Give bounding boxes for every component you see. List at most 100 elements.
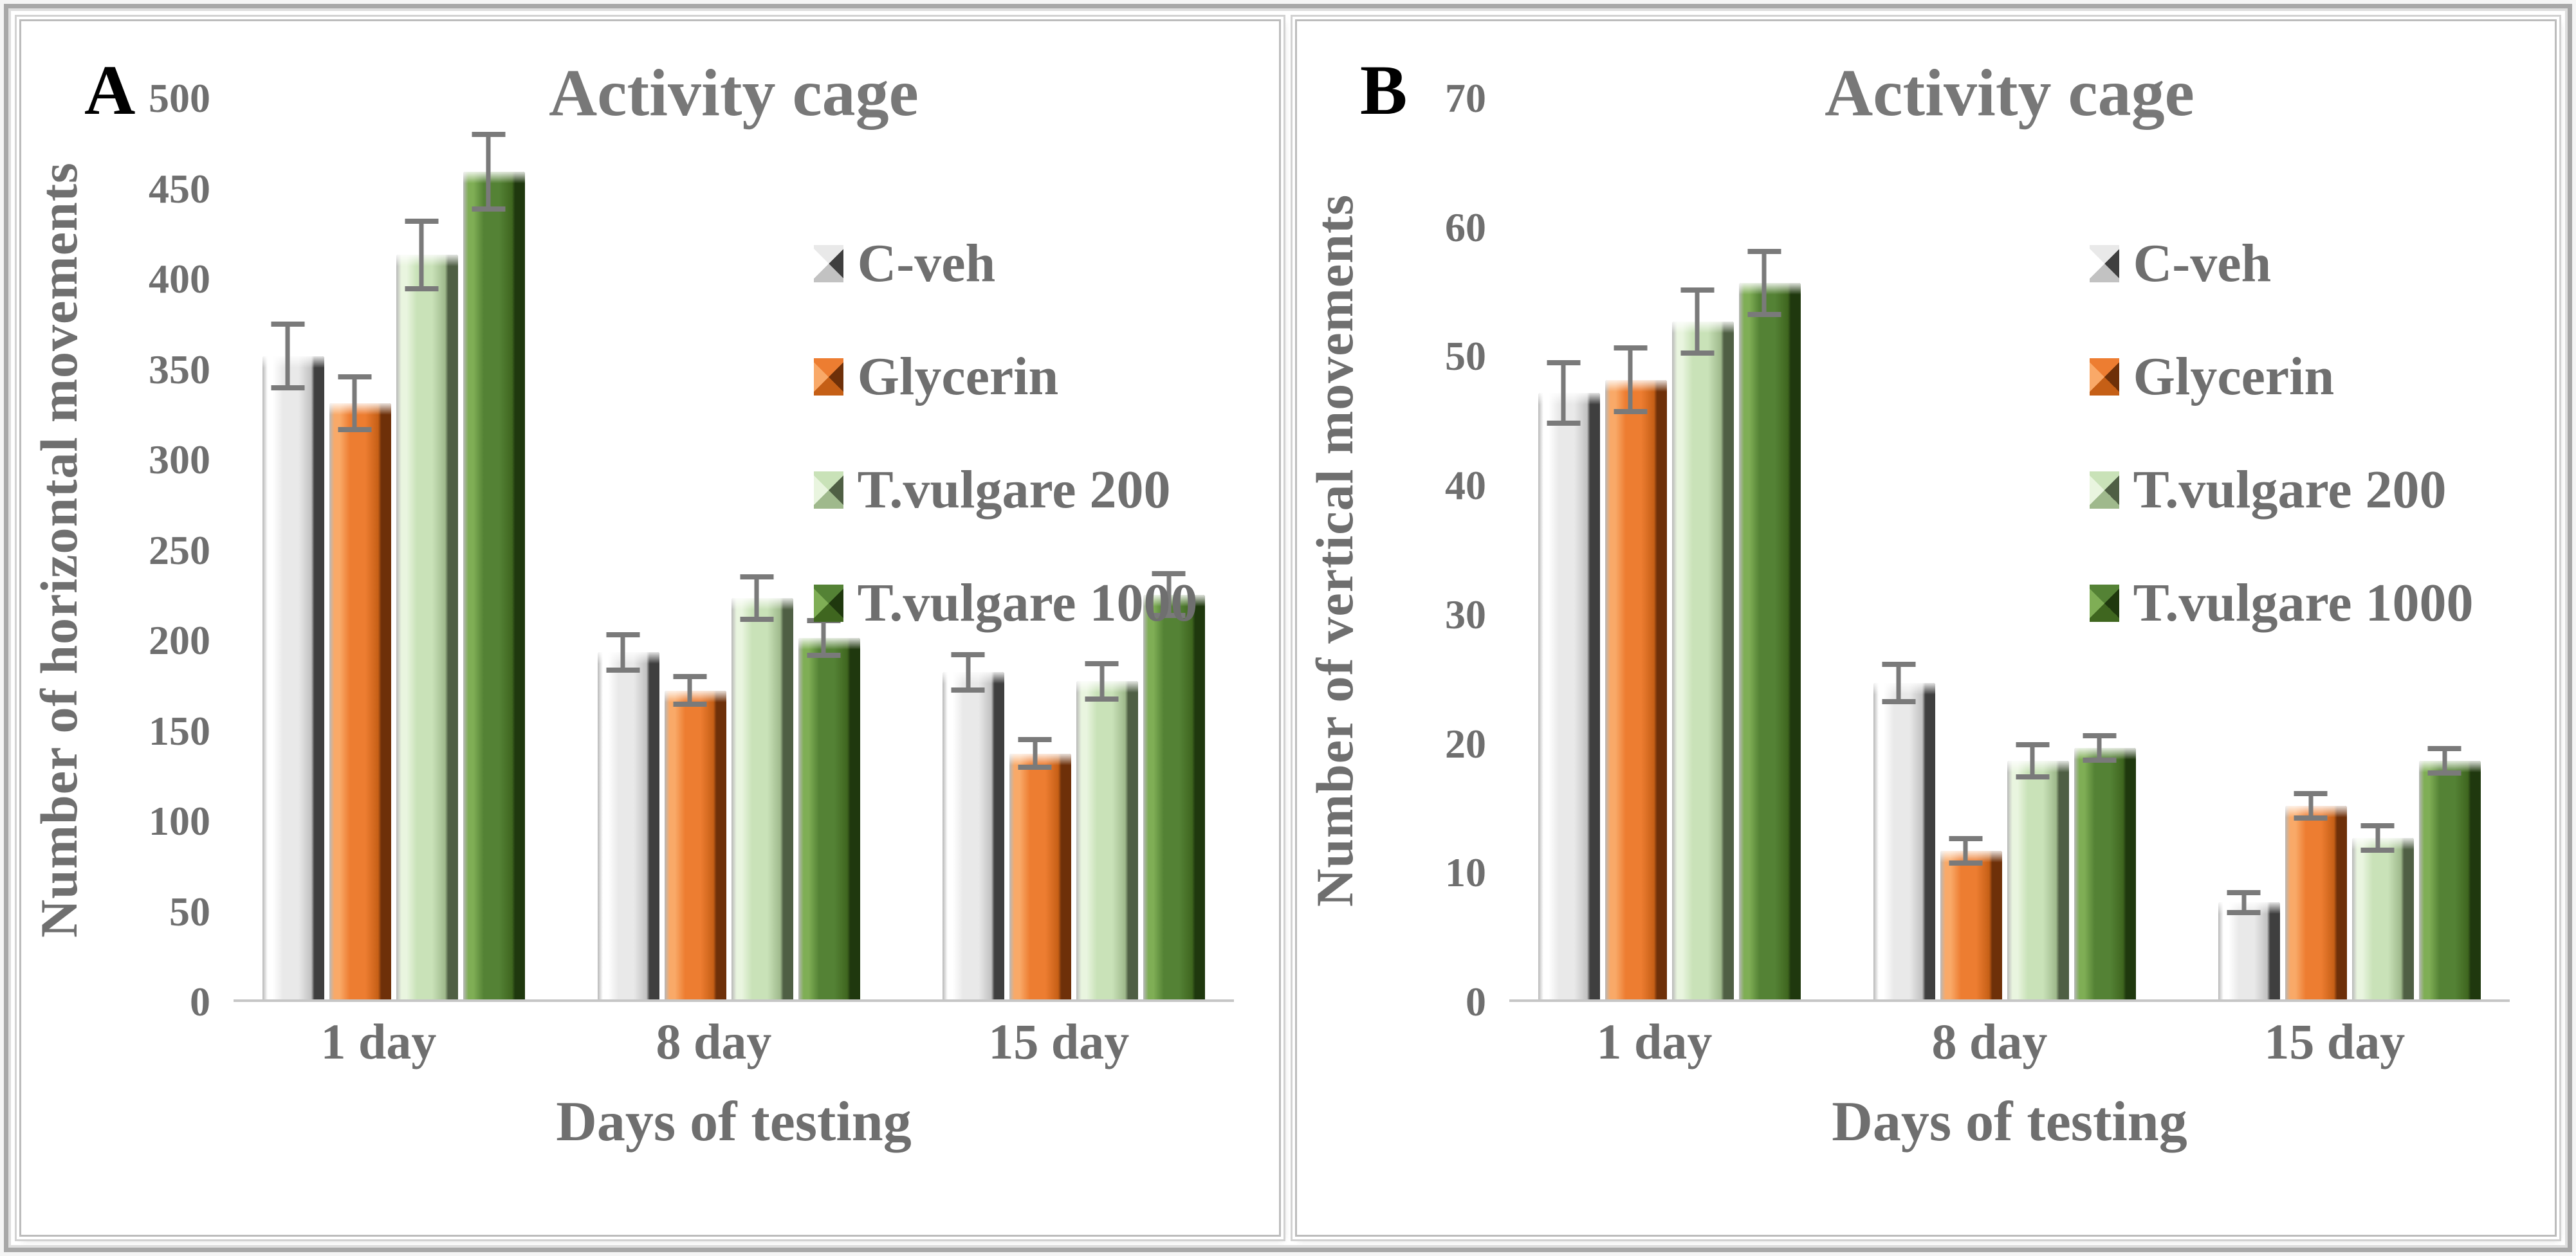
bar-slot [396, 220, 458, 999]
plot-area [1509, 98, 2510, 1002]
legend-marker-icon [813, 585, 843, 622]
bar-top-bevel [1605, 379, 1667, 392]
bar-top-bevel [731, 598, 793, 610]
legend-label: C-veh [2133, 233, 2272, 293]
x-category-label: 8 day [656, 1014, 772, 1069]
bar-slot [798, 619, 860, 999]
bar-slot [1873, 664, 1935, 999]
error-bar [2097, 734, 2102, 761]
bar-slot [1671, 289, 1734, 999]
bar-c-veh-8-day [1873, 683, 1935, 999]
legend-marker-icon [2089, 245, 2119, 282]
error-bar [1033, 739, 1038, 769]
bar-top-bevel [1076, 681, 1139, 693]
legend-item-glycerin: Glycerin [2089, 350, 2474, 404]
error-bar [1695, 289, 1700, 354]
legend-marker-icon [813, 471, 843, 509]
bar-t-vulgare-1000-1-day [463, 172, 525, 999]
bar-c-veh-8-day [597, 652, 659, 999]
error-bar [620, 634, 625, 671]
error-bar [352, 376, 357, 430]
bar-top-bevel [1738, 283, 1801, 295]
legend-marker-icon [813, 245, 843, 282]
legend-item-c-veh: C-veh [2089, 237, 2474, 291]
bar-slot [731, 576, 793, 999]
legend-label: T.vulgare 1000 [857, 573, 1198, 633]
y-tick-label: 40 [1445, 462, 1486, 509]
bar-t-vulgare-1000-1-day [1738, 283, 1801, 999]
y-tick-label: 200 [149, 617, 210, 663]
bar-group-15-day [943, 572, 1206, 999]
y-tick-label: 30 [1445, 591, 1486, 637]
y-tick-label: 150 [149, 707, 210, 754]
error-bar [1963, 838, 1968, 864]
bar-top-bevel [1538, 392, 1600, 405]
error-bar [419, 220, 424, 289]
y-tick-label: 100 [149, 798, 210, 844]
x-category-label: 15 day [988, 1014, 1130, 1069]
bar-slot [2419, 747, 2481, 999]
legend-marker-icon [2089, 471, 2119, 509]
bar-slot [1605, 347, 1667, 999]
bar-slot [2007, 743, 2069, 999]
y-tick-label: 450 [149, 165, 210, 212]
y-tick-label: 50 [1445, 333, 1486, 379]
bar-top-bevel [1143, 594, 1206, 606]
bar-glycerin-8-day [664, 690, 726, 999]
bar-slot [329, 376, 391, 999]
panel-letter-a: A [84, 51, 136, 129]
y-axis: 500 450 400 350 300 250 200 150 100 50 0 [21, 78, 214, 1023]
bar-top-bevel [1940, 851, 2002, 863]
panel-a: A Activity cage Number of horizontal mov… [19, 19, 1281, 1237]
y-tick-label: 0 [190, 979, 210, 1024]
bar-top-bevel [329, 403, 391, 415]
bar-top-bevel [664, 690, 726, 702]
error-bar [2375, 825, 2380, 851]
bar-top-bevel [597, 652, 659, 664]
legend-label: Glycerin [2133, 347, 2335, 406]
error-bar [821, 619, 826, 657]
legend-label: T.vulgare 200 [857, 460, 1171, 520]
bar-glycerin-8-day [1940, 851, 2002, 999]
y-tick-label: 20 [1445, 720, 1486, 767]
bar-slot [2074, 734, 2136, 999]
x-category-label: 1 day [320, 1014, 437, 1069]
bar-glycerin-1-day [1605, 379, 1667, 999]
bar-t-vulgare-1000-15-day [1143, 594, 1206, 999]
bar-c-veh-15-day [943, 672, 1005, 999]
x-axis-title: Days of testing [1832, 1091, 2187, 1153]
bar-glycerin-15-day [2285, 805, 2348, 999]
bar-top-bevel [1873, 683, 1935, 695]
bar-slot [943, 654, 1005, 999]
legend-item-c-veh: C-veh [813, 237, 1198, 291]
error-bar [687, 676, 692, 705]
y-tick-label: 500 [149, 75, 210, 121]
bar-t-vulgare-200-1-day [1671, 322, 1734, 999]
bar-glycerin-1-day [329, 403, 391, 999]
bar-slot [2285, 792, 2348, 999]
error-bar [1896, 664, 1901, 703]
bar-t-vulgare-200-15-day [1076, 681, 1139, 999]
bar-top-bevel [2007, 760, 2069, 772]
bar-top-bevel [396, 255, 458, 267]
legend-label: C-veh [857, 233, 996, 293]
error-bar [2030, 743, 2035, 778]
bar-slot [1076, 663, 1139, 999]
panel-letter-b: B [1360, 51, 1408, 129]
bar-slot [262, 323, 324, 999]
bar-slot [1143, 572, 1206, 999]
bar-top-bevel [463, 172, 525, 184]
y-tick-label: 50 [169, 888, 210, 934]
legend-item-glycerin: Glycerin [813, 350, 1198, 404]
legend: C-veh Glycerin T.vulgare 200 T.vulgare 1000 [813, 237, 1198, 630]
error-bar [2442, 747, 2447, 774]
legend-item-t-vulgare-1000: T.vulgare 1000 [2089, 576, 2474, 630]
error-bar [2308, 792, 2314, 819]
chart-title: Activity cage [1825, 56, 2194, 130]
bar-top-bevel [2074, 747, 2136, 760]
legend-label: T.vulgare 200 [2133, 460, 2447, 520]
x-axis-title: Days of testing [556, 1091, 912, 1153]
y-tick-label: 250 [149, 527, 210, 573]
y-axis: 70 60 50 40 30 20 10 0 [1297, 78, 1490, 1023]
bar-top-bevel [1671, 322, 1734, 334]
